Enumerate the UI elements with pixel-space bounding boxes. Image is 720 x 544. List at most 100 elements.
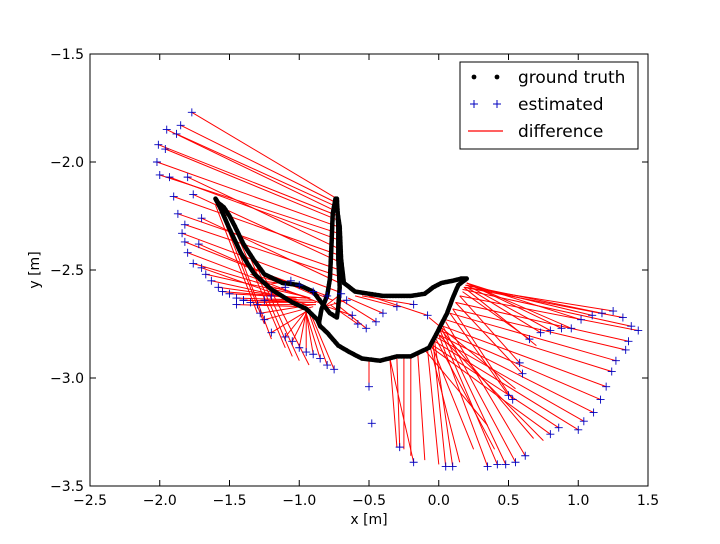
estimated-point <box>295 281 304 290</box>
estimated-point <box>187 108 196 117</box>
estimated-point <box>201 270 210 279</box>
ground-truth-points <box>213 196 470 364</box>
difference-line <box>249 252 300 361</box>
estimated-point <box>178 229 187 238</box>
estimated-point <box>409 458 418 467</box>
difference-line <box>187 176 339 249</box>
legend-difference-label: difference <box>518 122 603 142</box>
estimated-point <box>546 326 555 335</box>
estimated-point <box>504 391 513 400</box>
difference-line <box>427 349 440 465</box>
estimated-point <box>521 451 530 460</box>
difference-line <box>463 286 623 318</box>
axis-ticks: −2.5 −2.0 −1.5 −1.0 −0.5 0.0 0.5 1.0 1.5 −3.5 −3.0… <box>50 47 659 509</box>
difference-line <box>431 345 475 450</box>
difference-line <box>156 161 339 228</box>
difference-line <box>309 313 335 370</box>
estimated-point <box>609 307 618 316</box>
estimated-point <box>511 458 520 467</box>
estimated-point <box>579 417 588 426</box>
estimated-point <box>634 326 643 335</box>
legend-box <box>459 61 639 150</box>
estimated-point <box>194 240 203 249</box>
estimated-point <box>302 348 311 357</box>
estimated-point <box>197 214 206 223</box>
estimated-point <box>557 324 566 333</box>
estimated-point <box>577 315 586 324</box>
estimated-point <box>348 311 357 320</box>
difference-line <box>459 295 639 331</box>
legend-estimated-label: estimated <box>518 95 604 115</box>
difference-line <box>455 302 523 375</box>
difference-line <box>181 232 339 293</box>
difference-line <box>438 334 544 441</box>
estimated-point <box>395 443 404 452</box>
estimated-point <box>330 365 339 374</box>
difference-line <box>329 304 359 325</box>
estimated-point <box>180 220 189 229</box>
x-axis-label: x [m] <box>350 512 387 528</box>
estimated-point <box>493 460 502 469</box>
estimated-point <box>260 315 269 324</box>
x-tick-label: 0.5 <box>497 493 519 509</box>
difference-line <box>361 295 414 306</box>
difference-line <box>165 148 339 221</box>
difference-line <box>438 334 489 467</box>
estimated-point <box>183 173 192 182</box>
estimated-points <box>152 108 643 471</box>
estimated-point <box>627 322 636 331</box>
ground-truth-point <box>316 320 322 325</box>
difference-line <box>445 319 612 372</box>
estimated-point <box>597 309 606 318</box>
estimated-point <box>267 328 276 337</box>
estimated-point <box>378 309 387 318</box>
estimated-point <box>162 125 171 134</box>
difference-line <box>424 349 488 426</box>
estimated-point <box>172 129 181 138</box>
estimated-point <box>574 425 583 434</box>
estimated-point <box>607 367 616 376</box>
estimated-point <box>501 460 510 469</box>
estimated-point <box>546 430 555 439</box>
difference-line <box>298 310 307 348</box>
difference-line <box>434 340 579 431</box>
difference-line <box>432 345 559 429</box>
difference-line <box>466 284 551 331</box>
estimated-point <box>588 311 597 320</box>
estimated-point <box>621 345 630 354</box>
difference-line <box>396 358 401 448</box>
x-tick-label: −2.0 <box>143 493 177 509</box>
difference-line <box>236 233 286 348</box>
estimated-point <box>618 313 627 322</box>
difference-line <box>389 358 415 463</box>
legend-ground-truth-marker <box>494 74 500 80</box>
difference-line <box>439 330 498 465</box>
estimated-point <box>367 419 376 428</box>
estimated-point <box>161 145 170 154</box>
difference-line <box>347 297 384 314</box>
estimated-point <box>295 343 304 352</box>
estimated-point <box>353 320 362 328</box>
estimated-point <box>286 276 295 285</box>
difference-line <box>445 321 526 457</box>
difference-line <box>173 196 339 256</box>
difference-line <box>389 358 398 448</box>
difference-line <box>459 295 521 364</box>
estimated-point <box>536 328 545 337</box>
x-tick-label: −1.5 <box>213 493 247 509</box>
y-axis-label: y [m] <box>27 251 43 288</box>
estimated-point <box>323 291 332 300</box>
x-tick-label: 1.0 <box>567 493 589 509</box>
estimated-point <box>207 276 216 285</box>
estimated-point <box>309 287 318 296</box>
legend-estimated-marker <box>470 100 501 108</box>
estimated-point <box>508 395 517 404</box>
x-tick-label: −0.5 <box>352 493 386 509</box>
estimated-point <box>189 190 198 199</box>
difference-line <box>191 111 338 200</box>
difference-line <box>465 286 614 312</box>
estimated-point <box>596 395 605 404</box>
estimated-point <box>392 302 401 311</box>
difference-line <box>215 205 258 314</box>
estimated-point <box>256 309 265 318</box>
